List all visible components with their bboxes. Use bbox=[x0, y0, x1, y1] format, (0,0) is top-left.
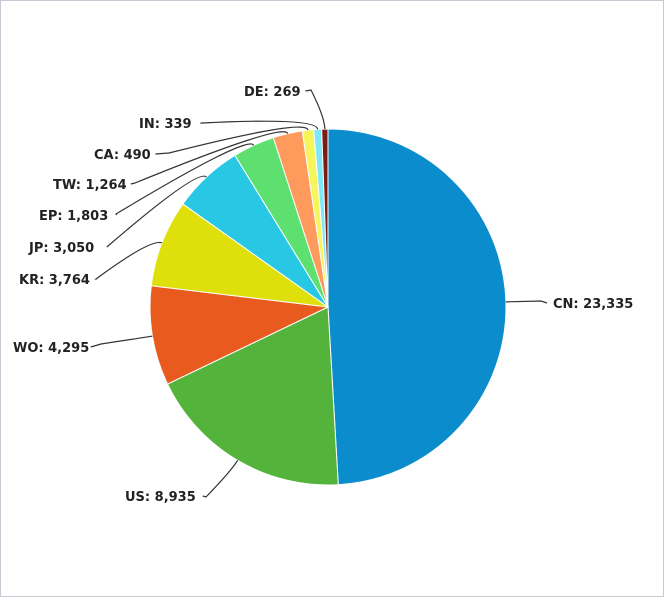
leader-line-kr bbox=[94, 241, 163, 280]
slice-label-us: US: 8,935 bbox=[125, 490, 196, 505]
pie-slice-cn bbox=[327, 128, 507, 486]
pie-slices bbox=[149, 128, 507, 486]
slice-label-kr: KR: 3,764 bbox=[19, 273, 90, 288]
leader-line-cn bbox=[505, 300, 548, 304]
leader-line-ep bbox=[115, 143, 255, 216]
leader-line-jp bbox=[106, 175, 207, 248]
slice-label-in: IN: 339 bbox=[139, 117, 192, 132]
slice-label-cn: CN: 23,335 bbox=[553, 297, 633, 312]
slice-label-ca: CA: 490 bbox=[94, 148, 151, 163]
pie-slice-us bbox=[166, 306, 339, 486]
slice-label-de: DE: 269 bbox=[244, 85, 301, 100]
leader-line-us bbox=[202, 460, 239, 498]
leader-line-ca bbox=[155, 126, 309, 155]
slice-label-jp: JP: 3,050 bbox=[28, 241, 94, 256]
leader-line-in bbox=[200, 120, 319, 130]
leader-line-de bbox=[305, 89, 326, 130]
slice-labels: CN: 23,335 US: 8,935 WO: 4,295 KR: 3,764 JP:… bbox=[13, 85, 633, 505]
leader-line-wo bbox=[90, 335, 153, 348]
slice-label-ep: EP: 1,803 bbox=[39, 209, 108, 224]
leader-lines bbox=[90, 89, 548, 498]
slice-label-wo: WO: 4,295 bbox=[13, 341, 89, 356]
slice-label-tw: TW: 1,264 bbox=[53, 178, 127, 193]
leader-line-tw bbox=[130, 131, 289, 185]
